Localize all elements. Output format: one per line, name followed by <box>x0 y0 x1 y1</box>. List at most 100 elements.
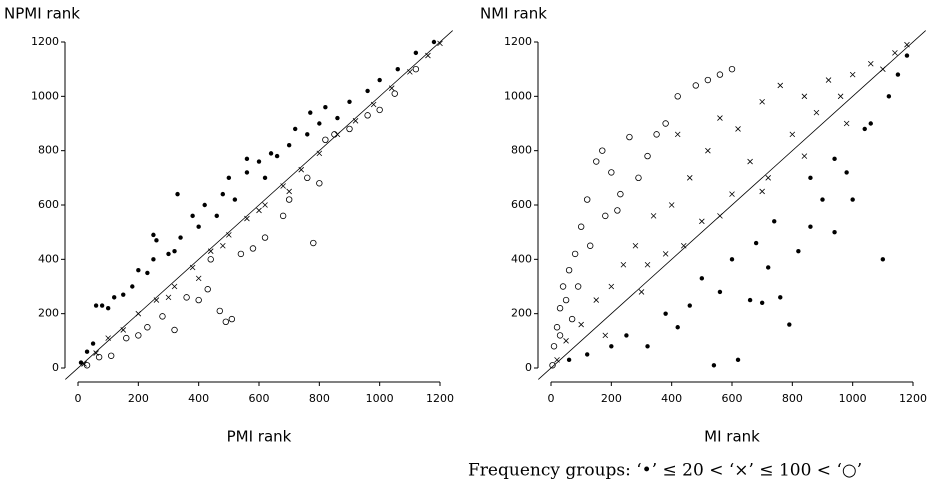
point <box>549 362 556 369</box>
point <box>95 353 103 361</box>
point <box>391 90 398 97</box>
point <box>159 313 166 320</box>
point <box>237 250 245 258</box>
point <box>843 120 850 127</box>
point <box>644 152 651 160</box>
point <box>316 180 323 187</box>
point <box>554 357 560 363</box>
point <box>747 297 753 303</box>
point <box>376 106 383 114</box>
point <box>602 212 609 220</box>
point <box>207 256 214 263</box>
point <box>568 315 576 323</box>
point <box>214 213 219 219</box>
point <box>867 60 874 67</box>
point <box>632 242 639 249</box>
y-tick-label: 1000 <box>504 89 532 102</box>
y-tick-label: 800 <box>38 144 59 157</box>
x-tick-label: 1200 <box>426 392 454 405</box>
point <box>571 250 579 258</box>
point <box>765 175 771 181</box>
point <box>663 311 668 316</box>
point <box>130 284 135 289</box>
point <box>232 197 238 202</box>
point <box>413 50 419 56</box>
point <box>346 125 353 133</box>
point <box>335 115 340 121</box>
x-axis-label: PMI rank <box>227 428 292 446</box>
point <box>796 248 801 254</box>
point <box>599 147 606 154</box>
point <box>626 133 633 141</box>
point <box>226 175 232 181</box>
point <box>868 121 873 126</box>
point <box>578 321 584 328</box>
point <box>153 297 160 303</box>
y-tick-label: 1200 <box>504 35 532 48</box>
point <box>121 292 126 297</box>
point <box>801 153 808 159</box>
y-axis-label: NPMI rank <box>4 5 80 23</box>
point <box>310 239 317 247</box>
point <box>166 251 171 257</box>
point <box>729 257 735 262</box>
point <box>808 224 813 229</box>
point <box>705 147 711 154</box>
point <box>728 65 736 73</box>
x-axis-label: MI rank <box>704 428 760 446</box>
point <box>550 343 558 350</box>
x-tick-label: 800 <box>782 392 803 405</box>
point <box>151 257 156 262</box>
point <box>825 77 832 83</box>
point <box>717 115 723 121</box>
point <box>772 219 777 224</box>
diagonal <box>65 30 453 380</box>
point <box>620 261 627 268</box>
point <box>222 318 230 326</box>
point <box>832 229 837 235</box>
point <box>617 190 624 198</box>
point <box>675 325 680 330</box>
point <box>84 349 90 354</box>
point <box>585 352 590 357</box>
point <box>262 202 268 208</box>
point <box>268 151 274 156</box>
point <box>602 332 609 339</box>
point <box>261 234 269 241</box>
point <box>692 82 699 89</box>
point <box>256 207 262 214</box>
point <box>704 76 712 84</box>
point <box>844 170 849 175</box>
point <box>577 223 585 230</box>
point <box>228 315 236 323</box>
point <box>183 294 190 301</box>
point <box>787 322 792 327</box>
point <box>105 335 111 341</box>
point <box>256 159 262 164</box>
point <box>556 332 564 339</box>
x-tick-label: 600 <box>249 392 270 405</box>
point <box>190 213 195 219</box>
x-tick-label: 800 <box>309 392 330 405</box>
point <box>274 153 280 159</box>
point <box>196 224 201 229</box>
point <box>609 344 614 349</box>
point <box>699 276 705 281</box>
point <box>171 326 178 334</box>
x-tick-label: 0 <box>548 392 555 405</box>
point <box>674 131 681 138</box>
point <box>322 136 329 143</box>
point <box>81 361 87 367</box>
point <box>364 112 371 119</box>
point <box>172 248 177 254</box>
point <box>220 191 225 197</box>
point <box>145 270 150 276</box>
point <box>789 131 796 138</box>
point <box>850 197 855 202</box>
y-tick-label: 1200 <box>31 35 59 48</box>
point <box>105 306 111 311</box>
point <box>244 215 250 222</box>
point <box>370 101 377 108</box>
point <box>204 286 211 293</box>
point <box>377 77 382 83</box>
